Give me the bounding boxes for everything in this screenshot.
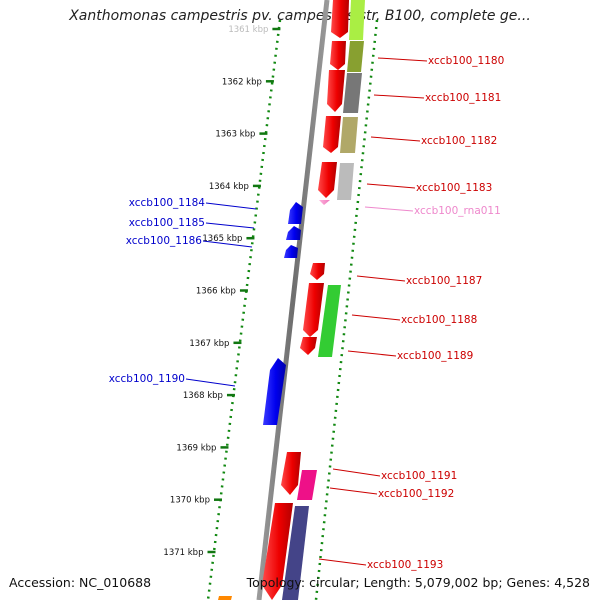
tick-label: 1362 kbp: [222, 77, 262, 87]
genome-summary: Topology: circular; Length: 5,079,002 bp…: [246, 575, 590, 590]
tick-label: 1363 kbp: [215, 130, 255, 140]
gene-arrow-xccb100_1181b[interactable]: [327, 70, 345, 112]
gene-leader-line: [318, 558, 367, 566]
gene-leader-line: [205, 222, 255, 229]
gene-arrow-xccb100_1183[interactable]: [318, 162, 337, 198]
gene-label-xccb100_1192[interactable]: xccb100_1192: [378, 488, 454, 500]
tick-layer: 1361 kbp 1362 kbp 1363 kbp 1364 kbp 1365 kbp…: [163, 25, 281, 558]
gene-label-xccb100_1188[interactable]: xccb100_1188: [401, 314, 477, 326]
gene-label-xccb100_1190[interactable]: xccb100_1190: [109, 373, 185, 385]
gene-label-xccb100_1186[interactable]: xccb100_1186: [126, 235, 203, 247]
gene-label-xccb100_1180[interactable]: xccb100_1180: [428, 55, 504, 67]
gene-label-layer: xccb100_1180 xccb100_1181 xccb100_1182xccb…: [109, 55, 505, 571]
cog-block: [297, 470, 317, 500]
gene-label-xccb100_1191[interactable]: xccb100_1191: [381, 470, 457, 482]
gene-arrow-xccb100_1192[interactable]: [262, 503, 293, 600]
map-title: Xanthomonas campestris pv. campestris st…: [69, 8, 531, 24]
gene-leader-line: [347, 350, 397, 357]
gene-leader-line: [356, 275, 406, 282]
gene-leader-line: [377, 57, 428, 62]
gene-leader-line: [205, 202, 257, 210]
gene-leader-line: [329, 487, 378, 495]
cog-block: [282, 506, 309, 600]
tick-label: 1368 kbp: [183, 391, 223, 401]
gene-leader-line: [185, 378, 236, 387]
gene-label-xccb100_1193[interactable]: xccb100_1193: [367, 559, 443, 571]
gene-leader-line: [332, 468, 381, 477]
tick-label: 1364 kbp: [209, 182, 249, 192]
gene-label-xccb100_1187[interactable]: xccb100_1187: [406, 275, 482, 287]
accession-label: Accession: NC_010688: [9, 575, 152, 590]
gene-leader-line: [351, 314, 401, 321]
gene-arrow-xccb100_1187[interactable]: [310, 263, 325, 280]
tick-label: 1371 kbp: [163, 548, 203, 558]
tick-label: 1366 kbp: [196, 287, 236, 297]
gene-arrow-xccb100_1188[interactable]: [303, 283, 324, 337]
gene-arrow-orange: [218, 596, 232, 600]
gene-leader-line: [366, 183, 416, 189]
gene-label-xccb100_1181[interactable]: xccb100_1181: [425, 92, 501, 104]
tick-label: 1365 kbp: [202, 234, 242, 244]
cog-block: [318, 285, 341, 357]
gene-label-xccb100_rna011[interactable]: xccb100_rna011: [414, 205, 501, 217]
cog-block: [340, 117, 358, 153]
gene-arrow-xccb100_1190[interactable]: [263, 358, 286, 425]
gene-label-xccb100_1189[interactable]: xccb100_1189: [397, 350, 473, 362]
gene-arrow-xccb100_1189[interactable]: [300, 337, 317, 355]
gene-label-xccb100_1182[interactable]: xccb100_1182: [421, 135, 497, 147]
gene-arrow-xccb100_1191[interactable]: [281, 452, 301, 495]
gene-arrow-xccb100_rna011[interactable]: [319, 200, 330, 205]
gene-arrow-xccb100_1182[interactable]: [323, 116, 341, 153]
tick-label: 1370 kbp: [170, 496, 210, 506]
tick-label: 1369 kbp: [176, 443, 216, 453]
gene-label-xccb100_1185[interactable]: xccb100_1185: [129, 217, 205, 229]
gene-arrow-xccb100_1185[interactable]: [286, 226, 301, 240]
gene-arrow-xccb100_1184[interactable]: [288, 202, 303, 224]
gene-arrow-xccb100_1186[interactable]: [284, 245, 298, 258]
gene-leader-line: [370, 136, 421, 142]
tick-label: 1361 kbp: [228, 25, 268, 35]
gene-label-xccb100_1183[interactable]: xccb100_1183: [416, 182, 492, 194]
gene-arrow-xccb100_1181[interactable]: [330, 41, 346, 70]
gene-leader-line: [373, 94, 425, 99]
tick-label: 1367 kbp: [189, 339, 229, 349]
gene-leader-line: [364, 206, 414, 212]
cog-track: [282, 0, 365, 600]
gene-arrows: [218, 0, 349, 600]
gene-leader-line: [202, 240, 253, 248]
cog-block: [337, 163, 354, 200]
gene-arrow-xccb100_1180[interactable]: [331, 0, 349, 38]
gene-label-xccb100_1184[interactable]: xccb100_1184: [129, 197, 206, 209]
cog-block: [347, 41, 364, 72]
genome-backbone: [256, 0, 330, 600]
cog-block: [343, 73, 362, 113]
cog-block: [349, 0, 365, 40]
